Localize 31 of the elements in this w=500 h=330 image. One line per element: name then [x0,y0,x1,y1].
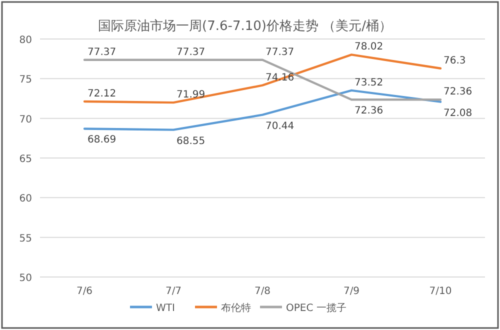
y-tick-label: 60 [19,194,32,205]
data-label: 72.08 [444,108,472,119]
x-tick-label: 7/9 [343,286,360,297]
legend-label: 布伦特 [221,302,251,314]
data-label: 68.69 [88,134,116,146]
data-label: 71.99 [176,90,206,101]
y-tick-label: 70 [19,114,32,126]
data-label: 76.3 [444,55,466,66]
y-tick-label: 75 [19,74,32,86]
data-label: 68.55 [176,136,206,147]
y-tick-label: 80 [19,35,32,46]
x-tick-label: 7/8 [254,286,271,297]
y-tick-label: 65 [19,154,32,165]
chart-title: 国际原油市场一周(7.6-7.10)价格走势 （美元/桶） [98,18,392,34]
legend-label: WTI [156,303,175,314]
data-label: 70.44 [266,120,294,132]
data-label: 77.37 [88,46,116,58]
y-tick-label: 55 [19,233,32,244]
data-label: 72.12 [88,88,116,100]
data-label: 72.36 [354,106,384,117]
x-tick-label: 7/6 [76,286,93,297]
x-tick-label: 7/7 [165,286,182,297]
line-series [83,89,442,131]
data-label: 77.37 [266,46,294,58]
data-label: 77.37 [176,46,206,58]
y-tick-label: 50 [19,273,32,284]
data-label: 73.52 [354,77,384,88]
legend-label: OPEC 一揽子 [286,302,346,314]
data-label: 72.36 [444,86,472,98]
data-label: 78.02 [354,42,384,53]
x-tick-label: 7/10 [429,286,452,297]
